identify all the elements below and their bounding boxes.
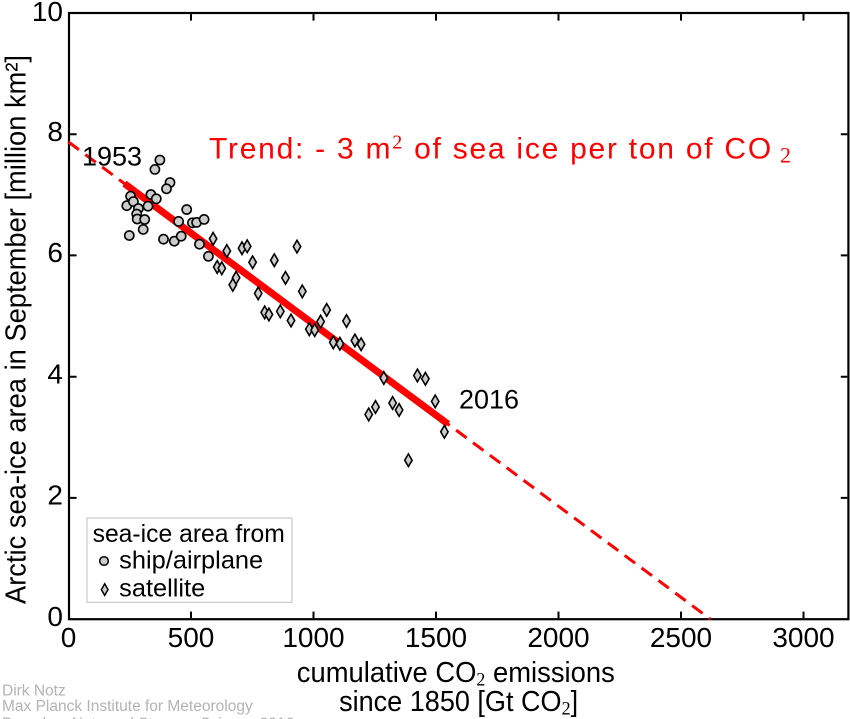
svg-text:1953: 1953: [82, 141, 142, 171]
svg-text:2500: 2500: [650, 622, 712, 653]
svg-text:Dirk Notz: Dirk Notz: [2, 683, 66, 700]
svg-text:4: 4: [47, 358, 63, 389]
svg-text:Based on Notz and Stroeve, Sci: Based on Notz and Stroeve, Science 2016: [2, 716, 294, 719]
svg-text:0: 0: [61, 622, 77, 653]
svg-text:2000: 2000: [527, 622, 589, 653]
svg-text:0: 0: [47, 601, 63, 632]
svg-text:Max Planck Institute for Meteo: Max Planck Institute for Meteorology: [2, 698, 253, 715]
svg-text:cumulative CO2 emissions: cumulative CO2 emissions: [297, 657, 615, 691]
svg-text:Arctic sea-ice area in Septemb: Arctic sea-ice area in September [millio…: [0, 55, 32, 604]
svg-text:6: 6: [47, 237, 63, 268]
svg-text:500: 500: [168, 622, 215, 653]
svg-text:3000: 3000: [772, 622, 834, 653]
svg-text:2: 2: [47, 480, 63, 511]
svg-text:1500: 1500: [405, 622, 467, 653]
svg-text:satellite: satellite: [119, 574, 205, 602]
svg-text:sea-ice area from: sea-ice area from: [93, 520, 285, 548]
svg-text:ship/airplane: ship/airplane: [119, 547, 263, 575]
svg-text:Trend: - 3 m2 of sea ice per t: Trend: - 3 m2 of sea ice per ton of CO 2: [209, 132, 793, 168]
svg-text:8: 8: [47, 116, 63, 147]
svg-text:10: 10: [32, 0, 63, 27]
svg-text:since 1850 [Gt CO2]: since 1850 [Gt CO2]: [339, 686, 578, 719]
svg-text:2016: 2016: [459, 385, 519, 415]
svg-text:1000: 1000: [282, 622, 344, 653]
